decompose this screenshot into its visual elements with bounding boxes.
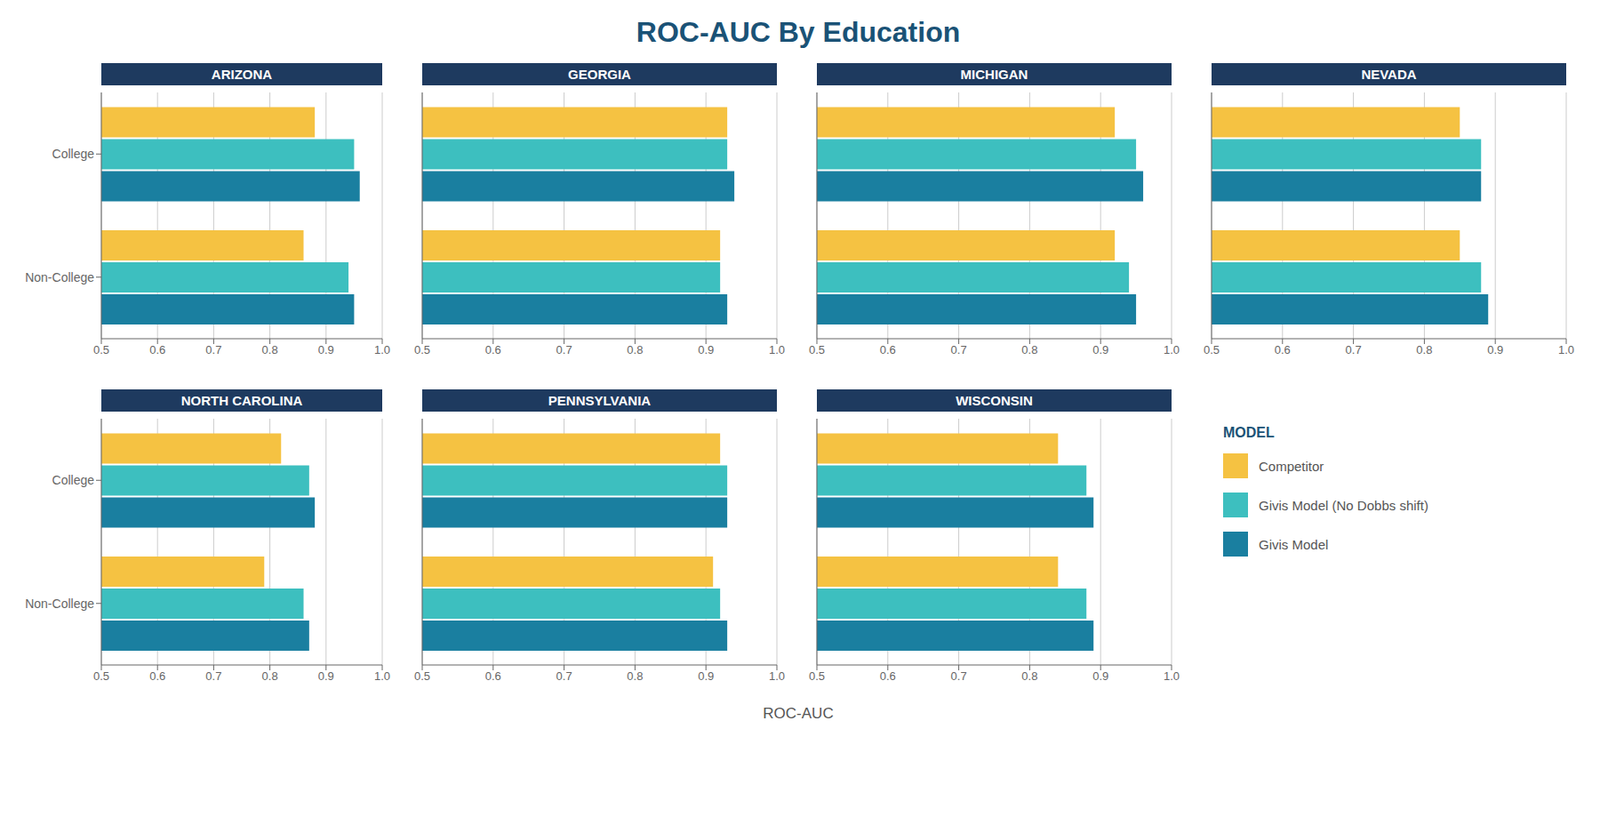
svg-text:0.8: 0.8 [1416, 343, 1432, 357]
svg-text:0.8: 0.8 [262, 343, 279, 357]
svg-text:0.9: 0.9 [1487, 343, 1504, 357]
svg-text:0.8: 0.8 [1021, 669, 1038, 683]
svg-text:College: College [52, 472, 96, 488]
html-text:MICHIGAN: MICHIGAN [960, 66, 1028, 82]
svg-text:1.0: 1.0 [1163, 343, 1180, 357]
svg-text:0.6: 0.6 [149, 669, 166, 683]
svg-text:0.9: 0.9 [1092, 669, 1109, 683]
svg-text:0.5: 0.5 [808, 669, 825, 683]
svg-text:0.7: 0.7 [205, 669, 222, 683]
svg-text:0.7: 0.7 [556, 669, 573, 683]
svg-text:0.5: 0.5 [93, 669, 110, 683]
svg-text:0.6: 0.6 [880, 669, 896, 683]
svg-text:0.5: 0.5 [1203, 343, 1220, 357]
html-text:Givis Model (No Dobbs shift): Givis Model (No Dobbs shift) [1258, 497, 1429, 513]
html-text:NORTH CAROLINA: NORTH CAROLINA [181, 392, 303, 408]
svg-text:0.7: 0.7 [556, 343, 573, 357]
svg-text:0.7: 0.7 [1345, 343, 1362, 357]
svg-text:0.6: 0.6 [149, 343, 166, 357]
svg-text:1.0: 1.0 [374, 343, 391, 357]
html-text:WISCONSIN: WISCONSIN [955, 392, 1033, 408]
svg-text:0.9: 0.9 [1092, 343, 1109, 357]
html-text:GEORGIA: GEORGIA [568, 66, 632, 82]
svg-text:0.6: 0.6 [1274, 343, 1291, 357]
html-text:PENNSYLVANIA: PENNSYLVANIA [548, 392, 651, 408]
svg-text:0.5: 0.5 [93, 343, 110, 357]
svg-text:0.8: 0.8 [626, 669, 643, 683]
svg-text:0.9: 0.9 [697, 669, 714, 683]
svg-text:0.8: 0.8 [1021, 343, 1038, 357]
svg-text:1.0: 1.0 [1163, 669, 1180, 683]
html-text:MODEL: MODEL [1223, 424, 1275, 440]
svg-text:1.0: 1.0 [768, 343, 785, 357]
svg-text:Non-College: Non-College [24, 596, 95, 611]
svg-text:0.8: 0.8 [626, 343, 643, 357]
svg-text:0.7: 0.7 [205, 343, 222, 357]
svg-text:0.7: 0.7 [951, 343, 968, 357]
svg-text:0.9: 0.9 [697, 343, 714, 357]
html-text:ARIZONA: ARIZONA [211, 66, 273, 82]
svg-text:1.0: 1.0 [1558, 343, 1575, 357]
html-text:NEVADA: NEVADA [1361, 66, 1417, 82]
svg-text:1.0: 1.0 [374, 669, 391, 683]
html-text:ROC-AUC: ROC-AUC [762, 704, 834, 722]
svg-text:0.9: 0.9 [318, 669, 335, 683]
svg-text:0.5: 0.5 [414, 669, 431, 683]
svg-text:0.8: 0.8 [262, 669, 279, 683]
svg-text:0.7: 0.7 [951, 669, 968, 683]
html-text:Competitor: Competitor [1258, 458, 1324, 474]
html-text:Givis Model: Givis Model [1258, 536, 1329, 552]
svg-text:0.5: 0.5 [414, 343, 431, 357]
svg-text:1.0: 1.0 [768, 669, 785, 683]
svg-text:0.5: 0.5 [808, 343, 825, 357]
html-text:ROC-AUC By Education: ROC-AUC By Education [636, 16, 961, 48]
svg-text:College: College [52, 146, 96, 161]
svg-text:Non-College: Non-College [24, 270, 95, 285]
svg-text:0.6: 0.6 [485, 343, 502, 357]
svg-text:0.6: 0.6 [880, 343, 896, 357]
svg-text:0.9: 0.9 [318, 343, 335, 357]
svg-text:0.6: 0.6 [485, 669, 502, 683]
